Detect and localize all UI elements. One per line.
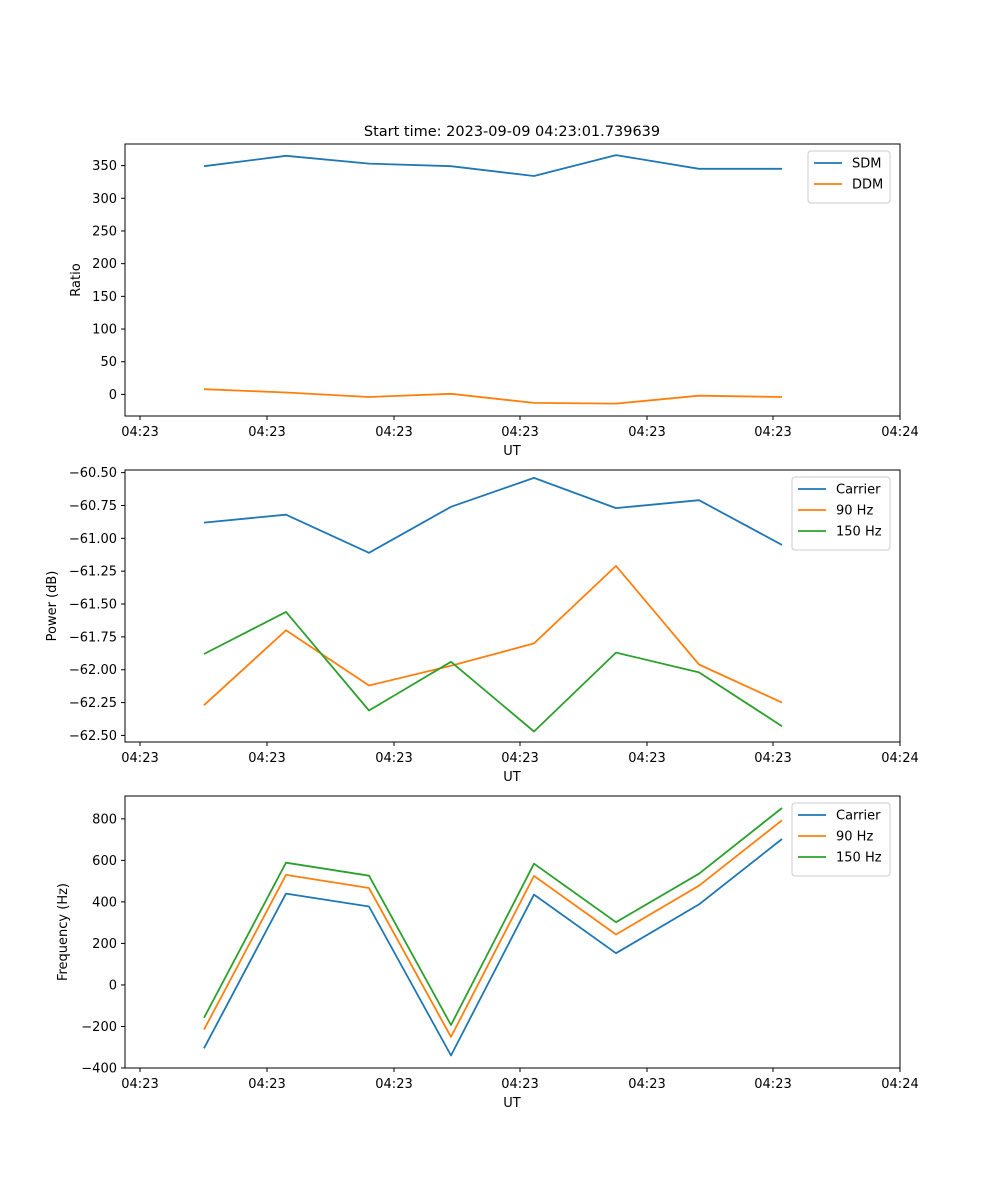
y-tick-label: 600 (92, 854, 117, 869)
series-line-150-hz (203, 611, 783, 733)
x-tick-label: 04:23 (754, 751, 791, 766)
x-tick-label: 04:23 (754, 425, 791, 440)
y-axis-label: Ratio (69, 263, 84, 296)
series-line-ddm (203, 388, 783, 405)
y-tick-label: −400 (81, 1062, 117, 1077)
y-tick-label: −200 (81, 1020, 117, 1035)
y-tick-label: −61.50 (69, 598, 117, 613)
x-tick-label: 04:23 (121, 1077, 158, 1092)
legend-label: DDM (852, 178, 883, 193)
y-tick-label: 200 (92, 257, 117, 272)
y-axis-label: Power (dB) (45, 571, 60, 642)
x-tick-label: 04:23 (121, 425, 158, 440)
legend-label: 90 Hz (836, 504, 873, 519)
chart-frequency: −400 −200 0 200 400 600 800 04:23 04:23 04:23 04:2… (56, 795, 919, 1111)
y-tick-label: 0 (109, 978, 117, 993)
x-tick-label: 04:23 (628, 425, 665, 440)
legend-label: Carrier (836, 809, 881, 824)
x-tick-label: 04:23 (754, 1077, 791, 1092)
x-tick-label: 04:23 (501, 751, 538, 766)
x-tick-label: 04:23 (375, 425, 412, 440)
x-tick-label: 04:23 (248, 425, 285, 440)
axes-frame (124, 469, 901, 743)
x-tick-label: 04:23 (375, 1077, 412, 1092)
series-line-90-hz (203, 819, 783, 1038)
y-tick-label: −62.25 (69, 696, 117, 711)
legend-label: 90 Hz (836, 830, 873, 845)
x-tick-label: 04:23 (121, 751, 158, 766)
x-tick-label: 04:23 (754, 751, 791, 766)
plots: 0 50 100 150 200 250 300 350 04:23 04:23 04:23 04:2… (45, 143, 919, 1111)
y-axis-label: Frequency (Hz) (56, 883, 71, 981)
y-tick-label: −62.00 (69, 663, 117, 678)
figure-title: Start time: 2023-09-09 04:23:01.739639 (364, 124, 660, 140)
legend-label: Carrier (836, 483, 881, 498)
series-line-carrier (203, 838, 783, 1057)
y-tick-label: 200 (92, 937, 117, 952)
y-tick-label: −61.25 (69, 565, 117, 580)
legend-label: 150 Hz (836, 851, 882, 866)
legend-label: SDM (852, 157, 881, 172)
x-tick-label: 04:23 (628, 1077, 665, 1092)
legend-box (807, 150, 891, 204)
y-tick-label: 150 (92, 290, 117, 305)
x-axis-label: UT (503, 444, 521, 459)
legend: SDM DDM (807, 150, 891, 204)
x-tick-label: 04:23 (375, 751, 412, 766)
x-tick-label: 04:24 (881, 751, 918, 766)
series-line-90-hz (203, 565, 783, 706)
x-tick-label: 04:24 (881, 425, 918, 440)
y-tick-label: 350 (92, 159, 117, 174)
y-tick-label: 50 (100, 355, 117, 370)
legend-label: 150 Hz (836, 525, 882, 540)
x-tick-label: 04:23 (628, 751, 665, 766)
y-tick-label: −61.00 (69, 532, 117, 547)
x-tick-label: 04:23 (754, 1077, 791, 1092)
axes-frame (124, 795, 901, 1069)
x-tick-label: 04:23 (754, 425, 791, 440)
axes-frame (124, 143, 901, 417)
x-tick-label: 04:23 (501, 425, 538, 440)
x-tick-label: 04:23 (248, 1077, 285, 1092)
y-tick-label: −60.75 (69, 499, 117, 514)
x-tick-label: 04:24 (881, 1077, 918, 1092)
legend: Carrier 90 Hz 150 Hz (791, 476, 891, 551)
chart-ratio: 0 50 100 150 200 250 300 350 04:23 04:23 04:23 04:2… (69, 143, 919, 459)
y-tick-label: −61.75 (69, 630, 117, 645)
y-tick-label: 800 (92, 812, 117, 827)
y-tick-label: 0 (109, 388, 117, 403)
series-line-150-hz (203, 807, 783, 1026)
x-axis-label: UT (503, 1096, 521, 1111)
x-tick-label: 04:23 (501, 1077, 538, 1092)
y-tick-label: 400 (92, 895, 117, 910)
y-tick-label: 100 (92, 323, 117, 338)
x-tick-label: 04:23 (248, 751, 285, 766)
y-tick-label: −60.50 (69, 466, 117, 481)
y-tick-label: −62.50 (69, 729, 117, 744)
y-tick-label: 250 (92, 224, 117, 239)
x-axis-label: UT (503, 770, 521, 785)
legend: Carrier 90 Hz 150 Hz (791, 802, 891, 877)
series-line-carrier (203, 476, 783, 554)
y-tick-label: 300 (92, 192, 117, 207)
series-line-sdm (203, 154, 782, 177)
chart-power: −62.50 −62.25 −62.00 −61.75 −61.50 −61.25 −61.… (45, 466, 919, 785)
